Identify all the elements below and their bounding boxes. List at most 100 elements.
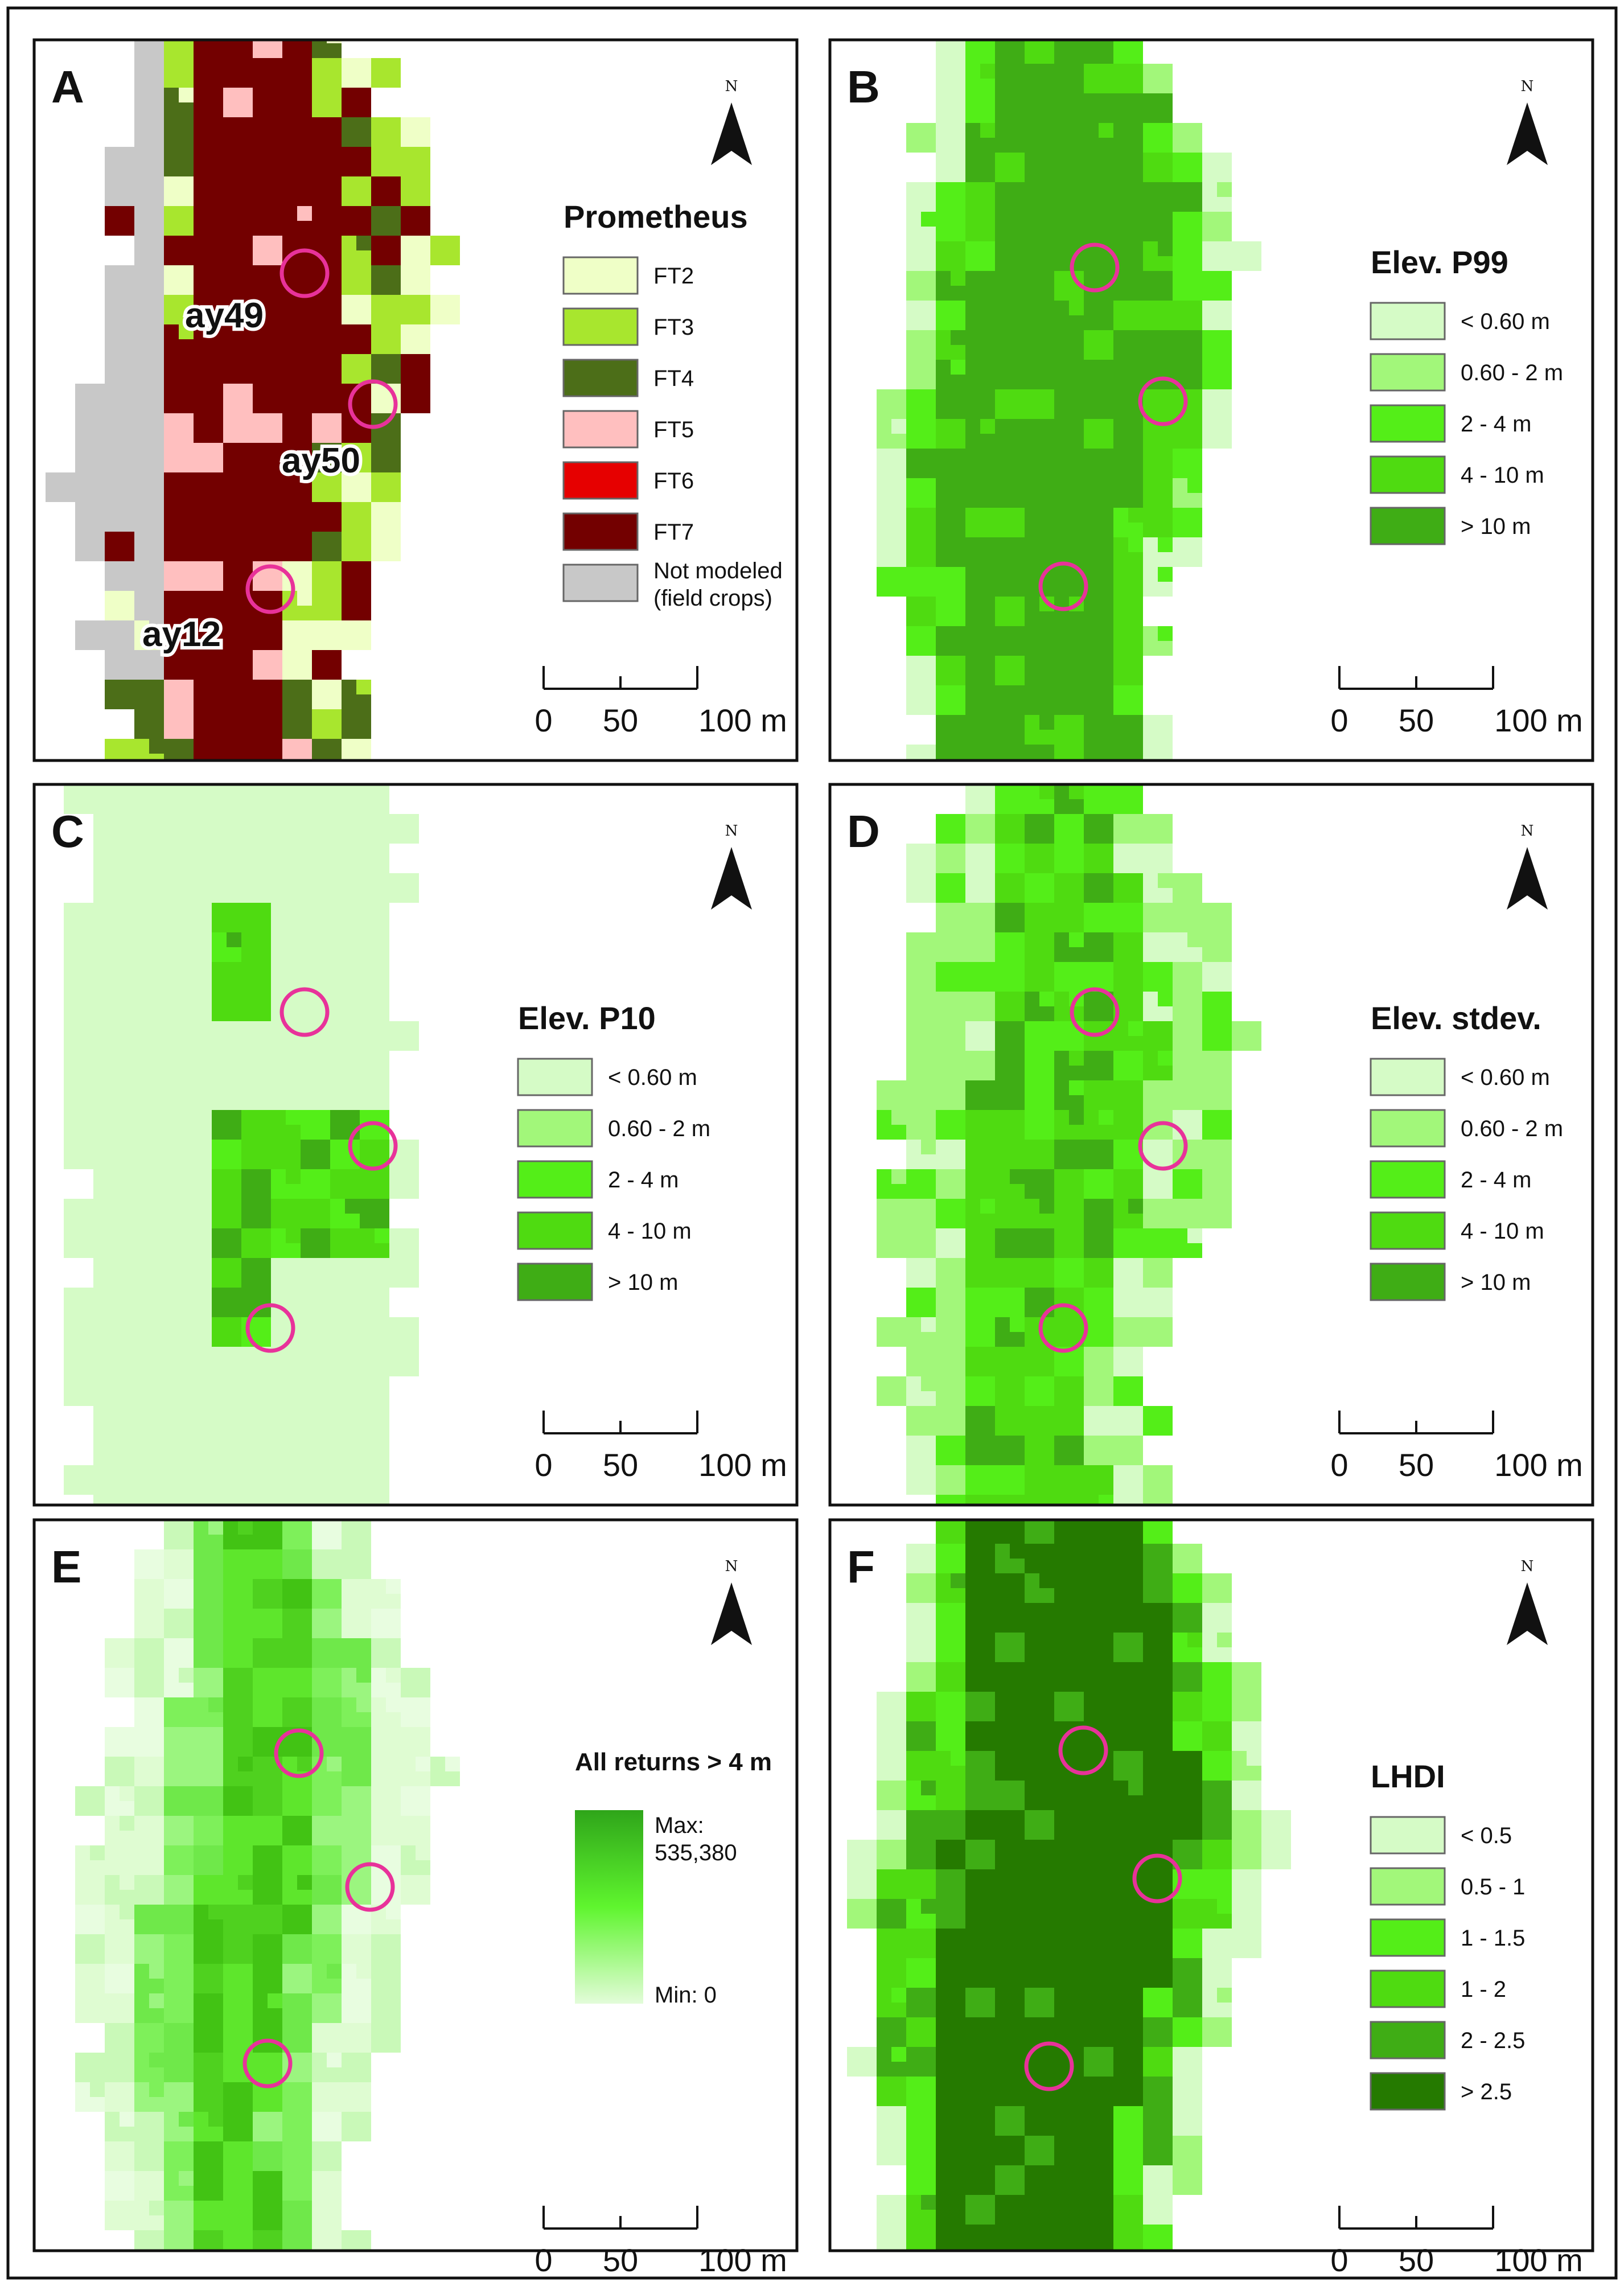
raster-cell: [371, 324, 401, 354]
raster-cell: [371, 265, 401, 295]
raster-cell: [223, 384, 253, 413]
raster-cell: [1084, 1169, 1113, 1199]
raster-cell: [1113, 1633, 1143, 1662]
raster-cell: [194, 413, 223, 443]
raster-cell: [965, 1573, 995, 1603]
raster-cell: [1025, 1258, 1054, 1288]
raster-cell: [223, 620, 253, 650]
raster-cell: [1084, 508, 1113, 537]
raster-cell: [965, 389, 995, 419]
raster-cell: [936, 1051, 965, 1080]
raster-cell: [936, 1988, 965, 2017]
raster-cell: [271, 932, 301, 962]
raster-cell: [223, 1609, 253, 1638]
raster-cell: [1084, 330, 1113, 360]
raster-cell: [965, 1810, 995, 1840]
raster-cell: [360, 992, 389, 1021]
raster-cell: [223, 1845, 253, 1875]
raster-cell: [253, 147, 282, 176]
raster-cell: [389, 1228, 419, 1258]
raster-cell: [921, 1781, 936, 1795]
raster-cell: [906, 1988, 936, 2017]
raster-cell: [182, 1288, 212, 1317]
raster-cell: [936, 301, 965, 330]
raster-cell: [1202, 1840, 1232, 1869]
color-ramp: [575, 1810, 643, 2004]
raster-cell: [356, 2053, 371, 2067]
raster-cell: [360, 1258, 389, 1288]
raster-cell: [197, 1495, 212, 1505]
raster-cell: [980, 2047, 995, 2062]
raster-cell: [1143, 1633, 1173, 1662]
raster-cell: [164, 1993, 194, 2023]
raster-cell: [312, 1905, 342, 1934]
raster-cell: [105, 2023, 134, 2053]
raster-cell: [386, 1905, 401, 1919]
raster-cell: [1025, 1544, 1054, 1573]
legend-swatch: [1370, 455, 1446, 494]
scale-bar: [542, 666, 698, 690]
raster-cell: [1158, 1258, 1173, 1273]
raster-cell: [1069, 1958, 1084, 1973]
raster-cell: [301, 962, 330, 992]
raster-cell: [1113, 1603, 1143, 1633]
raster-cell: [401, 1786, 430, 1816]
raster-cell: [64, 1021, 93, 1051]
raster-cell: [936, 537, 965, 567]
raster-cell: [282, 176, 312, 206]
raster-cell: [389, 814, 419, 844]
raster-cell: [1054, 1258, 1084, 1288]
raster-cell: [936, 1465, 965, 1495]
raster-cell: [256, 992, 271, 1006]
raster-cell: [995, 449, 1025, 478]
raster-cell: [1158, 992, 1173, 1006]
raster-cell: [301, 1288, 330, 1317]
panel-frame: [828, 1518, 1594, 2252]
raster-cell: [371, 1609, 401, 1638]
raster-cell: [1084, 873, 1113, 903]
raster-cell: [64, 1288, 93, 1317]
raster-cell: [921, 1140, 936, 1154]
raster-cell: [906, 2077, 936, 2106]
raster-cell: [312, 443, 342, 472]
raster-cell: [877, 2077, 906, 2106]
raster-cell: [212, 844, 241, 873]
raster-cell: [123, 1169, 153, 1199]
raster-cell: [182, 1436, 212, 1465]
raster-cell: [1025, 685, 1054, 715]
raster-cell: [164, 620, 194, 650]
raster-cell: [330, 1288, 360, 1317]
raster-cell: [223, 680, 253, 709]
raster-cell: [1025, 1080, 1054, 1110]
raster-cell: [342, 324, 371, 354]
raster-cell: [1113, 2017, 1143, 2047]
raster-cell: [995, 2047, 1025, 2077]
raster-cell: [891, 419, 906, 434]
raster-cell: [223, 1668, 253, 1697]
raster-cell: [1113, 1899, 1143, 1929]
raster-cell: [149, 2053, 164, 2067]
raster-cell: [301, 1228, 330, 1258]
raster-cell: [936, 1169, 965, 1199]
raster-cell: [1025, 962, 1054, 992]
raster-cell: [1054, 1603, 1084, 1633]
north-label: N: [1521, 78, 1534, 95]
raster-cell: [134, 58, 164, 88]
raster-cell: [182, 1228, 212, 1258]
raster-cell: [906, 241, 936, 271]
raster-cell: [1054, 182, 1084, 212]
raster-cell: [1099, 123, 1113, 138]
raster-cell: [371, 532, 401, 561]
raster-cell: [312, 1786, 342, 1816]
raster-cell: [153, 1051, 182, 1080]
raster-cell: [271, 1406, 301, 1436]
raster-cell: [327, 40, 342, 43]
raster-cell: [1099, 1110, 1113, 1125]
raster-cell: [1025, 153, 1054, 182]
raster-cell: [194, 88, 223, 117]
raster-cell: [212, 1376, 241, 1406]
raster-cell: [1113, 301, 1143, 330]
legend-label: 1 - 1.5: [1461, 1926, 1525, 1951]
raster-cell: [980, 1199, 995, 1214]
